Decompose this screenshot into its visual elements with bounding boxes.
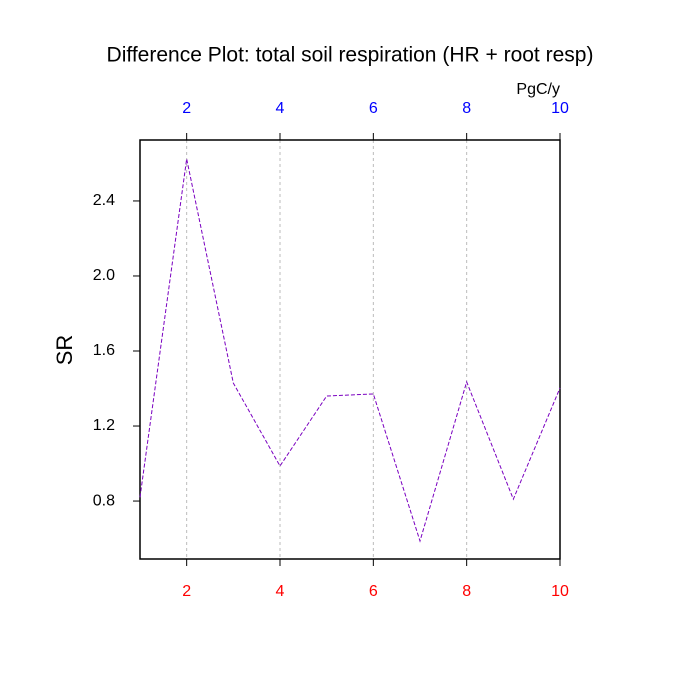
y-tick-label: 0.8 xyxy=(93,492,115,509)
x-tick-label: 6 xyxy=(369,583,378,600)
x2-tick-label: 6 xyxy=(369,100,378,117)
plot-frame xyxy=(139,139,561,560)
y-tick-label: 1.2 xyxy=(93,417,115,434)
y-tick-label: 2.4 xyxy=(93,192,115,209)
y-axis-label: SR xyxy=(52,335,77,366)
x-tick-label: 2 xyxy=(182,583,191,600)
x-tick-label: 10 xyxy=(551,583,569,600)
x2-tick-label: 8 xyxy=(462,100,471,117)
units-label: PgC/y xyxy=(516,81,560,98)
y-tick-label: 2.0 xyxy=(93,267,115,284)
x-tick-label: 4 xyxy=(276,583,285,600)
x2-tick-label: 2 xyxy=(182,100,191,117)
x-tick-label: 8 xyxy=(462,583,471,600)
chart-title: Difference Plot: total soil respiration … xyxy=(107,44,594,67)
x2-tick-label: 10 xyxy=(551,100,569,117)
y-tick-label: 1.6 xyxy=(93,342,115,359)
x2-tick-label: 4 xyxy=(276,100,285,117)
data-line xyxy=(139,158,561,543)
